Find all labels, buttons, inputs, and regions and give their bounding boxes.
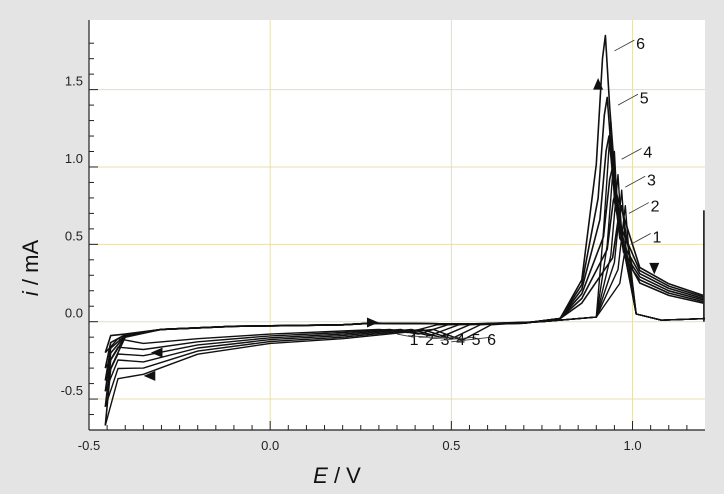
scan-direction-arrow	[150, 347, 163, 358]
cv-curve-2-reverse	[104, 205, 706, 369]
curve-label-bottom-1: 1	[410, 332, 419, 349]
y-tick-label: 0.5	[65, 228, 83, 243]
y-tick-label: 0.0	[65, 306, 83, 321]
scan-direction-arrow	[366, 317, 379, 328]
curve-label-bottom-3: 3	[441, 332, 450, 349]
y-axis-title: i / mA	[18, 240, 43, 297]
y-axis-variable: i	[18, 290, 43, 296]
cv-curve-6-reverse	[104, 119, 706, 426]
scan-direction-arrow	[649, 262, 660, 275]
curve-label-right-6: 6	[636, 36, 645, 53]
plot-area	[89, 20, 705, 430]
curve-label-right-1: 1	[652, 230, 661, 247]
y-tick-label: -0.5	[61, 383, 83, 398]
curve-label-right-3: 3	[647, 172, 656, 189]
curve-label-right-4: 4	[643, 145, 652, 162]
curve-label-leader	[617, 93, 639, 106]
curve-label-leader	[621, 148, 642, 160]
curve-label-leader	[625, 175, 646, 188]
curve-label-bottom-2: 2	[425, 332, 434, 349]
y-tick-label: 1.0	[65, 151, 83, 166]
x-axis-variable: E	[313, 463, 328, 488]
scan-direction-arrow	[593, 77, 604, 90]
cathodic-label-leader	[451, 336, 492, 343]
x-tick-label: 1.0	[623, 438, 641, 453]
x-tick-label: 0.0	[261, 438, 279, 453]
cathodic-label-leader	[396, 333, 414, 338]
cathodic-label-leader	[440, 336, 476, 341]
curve-label-bottom-6: 6	[487, 332, 496, 349]
y-tick-label: 1.5	[65, 74, 83, 89]
curve-labels: 123456123456	[396, 36, 661, 349]
curve-label-right-5: 5	[640, 90, 649, 107]
cv-curve-3-reverse	[104, 189, 706, 381]
curve-label-bottom-5: 5	[472, 332, 481, 349]
cathodic-label-leader	[429, 336, 461, 340]
cv-curves	[104, 34, 706, 426]
x-axis-title: E / V	[313, 463, 361, 488]
x-tick-label: -0.5	[78, 438, 100, 453]
cv-curve-6-forward	[104, 34, 704, 426]
curve-label-leader	[614, 39, 635, 52]
axes: -0.5 0.0 0.5 1.0 -0.5 0.0 0.5 1.0 1.5	[61, 20, 705, 453]
x-tick-label: 0.5	[442, 438, 460, 453]
curve-label-leader	[628, 202, 650, 214]
scan-direction-arrow	[143, 370, 156, 381]
x-axis-unit: / V	[328, 463, 361, 488]
curve-label-right-2: 2	[651, 199, 660, 216]
curve-label-leader	[630, 233, 651, 245]
y-axis-unit: / mA	[18, 240, 43, 292]
